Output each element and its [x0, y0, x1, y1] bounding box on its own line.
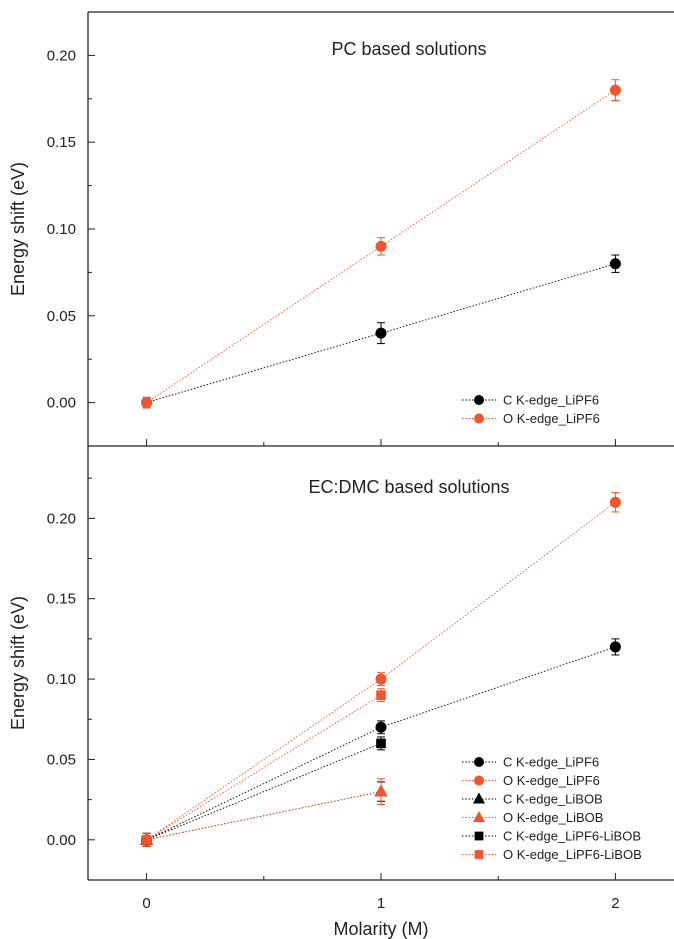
pc-panel: 0.00 0.05 0.10 0.15 0.20 Energy shift (eV) PC … — [8, 11, 674, 447]
data-point — [141, 397, 153, 409]
legend-marker — [474, 757, 484, 767]
legend-marker — [474, 775, 484, 786]
data-point — [609, 258, 621, 270]
legend-marker — [473, 792, 485, 804]
series-line — [146, 646, 616, 841]
legend: C K-edge_LiPF6 O K-edge_LiPF6 C K-edge_LiB… — [462, 755, 642, 862]
series-3 — [140, 778, 388, 847]
series-line — [146, 791, 382, 841]
panel-title: PC based solutions — [331, 39, 486, 59]
legend-label: C K-edge_LiBOB — [503, 792, 603, 807]
x-tick-label: 1 — [377, 895, 385, 912]
legend-marker — [474, 413, 484, 424]
y-axis-title: Energy shift (eV) — [8, 596, 28, 730]
series-1 — [141, 79, 621, 409]
series-0 — [141, 254, 621, 409]
data-point — [374, 784, 388, 797]
series-line — [146, 742, 382, 841]
y-tick-label: 0.15 — [47, 591, 76, 608]
y-tick-label: 0.05 — [47, 751, 76, 768]
legend-label: C K-edge_LiPF6 — [503, 755, 599, 770]
legend-label: O K-edge_LiPF6-LiBOB — [503, 847, 642, 862]
x-tick-label: 0 — [142, 895, 150, 912]
legend-label: O K-edge_LiPF6 — [503, 411, 600, 426]
legend-label: C K-edge_LiPF6 — [503, 393, 599, 408]
data-point — [609, 84, 621, 96]
y-tick-label: 0.10 — [47, 671, 76, 688]
y-tick-label: 0.20 — [47, 47, 76, 64]
data-point — [375, 327, 387, 339]
panel-title: EC:DMC based solutions — [308, 477, 509, 497]
series-5 — [141, 688, 386, 847]
y-tick-label: 0.00 — [47, 395, 76, 412]
legend-marker — [474, 850, 484, 859]
legend: C K-edge_LiPF6 O K-edge_LiPF6 — [462, 393, 600, 426]
x-axis-title: Molarity (M) — [334, 919, 429, 939]
y-tick-label: 0.20 — [47, 510, 76, 527]
data-point — [141, 835, 152, 845]
data-point — [376, 738, 386, 749]
y-tick-label: 0.10 — [47, 221, 76, 238]
y-tick-label: 0.00 — [47, 832, 76, 849]
series-4 — [141, 736, 386, 847]
y-tick-label: 0.15 — [47, 134, 76, 151]
data-point — [375, 721, 387, 733]
legend-marker — [474, 395, 484, 405]
data-point — [375, 673, 387, 685]
legend-label: O K-edge_LiBOB — [503, 810, 603, 825]
data-point — [609, 641, 621, 653]
shared-axes: 0 1 2 Molarity (M) — [88, 879, 674, 939]
legend-marker — [473, 811, 485, 822]
series-line — [146, 694, 382, 841]
y-axis-title: Energy shift (eV) — [8, 162, 28, 296]
legend-label: C K-edge_LiPF6-LiBOB — [503, 829, 641, 844]
data-point — [609, 496, 621, 508]
legend-label: O K-edge_LiPF6 — [503, 773, 600, 788]
legend-marker — [474, 831, 484, 841]
ecdmc-panel: 0.00 0.05 0.10 0.15 0.20 Energy shift (eV) EC:… — [8, 445, 674, 881]
y-tick-label: 0.05 — [47, 308, 76, 325]
x-tick-label: 2 — [611, 895, 619, 912]
data-point — [376, 690, 386, 700]
data-point — [375, 240, 387, 252]
